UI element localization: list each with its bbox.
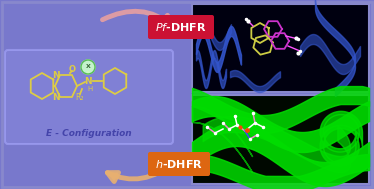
FancyBboxPatch shape [148, 152, 210, 176]
Text: E - Configuration: E - Configuration [46, 129, 132, 138]
Text: N: N [52, 70, 60, 80]
FancyBboxPatch shape [148, 15, 214, 39]
FancyBboxPatch shape [5, 50, 173, 144]
Text: X: X [86, 64, 91, 70]
FancyBboxPatch shape [192, 95, 369, 184]
Text: H: H [88, 86, 93, 92]
Text: $\it{Pf}$-DHFR: $\it{Pf}$-DHFR [155, 21, 207, 33]
FancyArrowPatch shape [102, 11, 172, 26]
Text: N: N [52, 92, 60, 101]
Text: R₂: R₂ [76, 92, 84, 101]
FancyArrowPatch shape [107, 161, 176, 181]
Text: N: N [84, 77, 92, 85]
FancyBboxPatch shape [2, 2, 372, 187]
Text: $\it{h}$-DHFR: $\it{h}$-DHFR [155, 158, 203, 170]
Circle shape [81, 60, 95, 74]
FancyBboxPatch shape [192, 4, 369, 92]
Text: O: O [68, 64, 76, 74]
